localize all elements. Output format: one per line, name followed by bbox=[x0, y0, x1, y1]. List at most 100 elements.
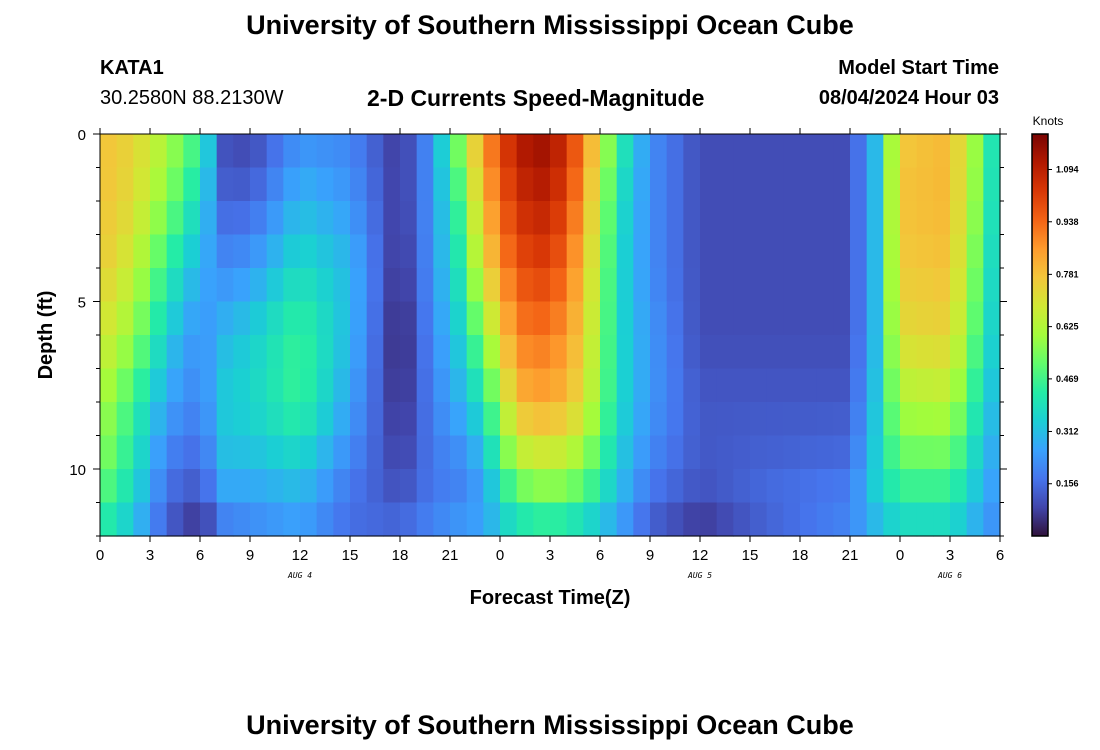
heatmap-cell bbox=[533, 502, 551, 537]
heatmap-cell bbox=[466, 201, 484, 236]
heatmap-cell bbox=[783, 502, 801, 537]
heatmap-cell bbox=[633, 134, 651, 169]
heatmap-cell bbox=[600, 134, 618, 169]
heatmap-cell bbox=[516, 201, 534, 236]
heatmap-cell bbox=[250, 167, 268, 202]
heatmap-cell bbox=[700, 234, 718, 269]
colorbar-label: 0.156 bbox=[1056, 479, 1079, 489]
x-tick-label: 21 bbox=[842, 547, 859, 564]
x-tick-label: 0 bbox=[496, 547, 504, 564]
heatmap-cell bbox=[650, 368, 668, 403]
station-id: KATA1 bbox=[100, 57, 164, 79]
heatmap-cell bbox=[766, 201, 784, 236]
heatmap-cell bbox=[833, 402, 851, 437]
model-start-label: Model Start Time bbox=[838, 57, 999, 79]
heatmap-cell bbox=[983, 268, 1001, 303]
heatmap-cell bbox=[250, 402, 268, 437]
heatmap-cell bbox=[450, 469, 468, 504]
heatmap-cell bbox=[133, 167, 151, 202]
heatmap-cell bbox=[616, 335, 634, 370]
heatmap-cell bbox=[600, 234, 618, 269]
heatmap-cell bbox=[800, 368, 818, 403]
heatmap-cell bbox=[583, 234, 601, 269]
heatmap-cell bbox=[450, 167, 468, 202]
heatmap-cell bbox=[333, 301, 351, 336]
heatmap-cell bbox=[150, 268, 168, 303]
heatmap-cell bbox=[533, 368, 551, 403]
heatmap-cell bbox=[983, 134, 1001, 169]
heatmap-cell bbox=[166, 502, 184, 537]
heatmap-cell bbox=[416, 368, 434, 403]
heatmap-cell bbox=[383, 234, 401, 269]
heatmap-cell bbox=[616, 502, 634, 537]
heatmap-cell bbox=[200, 301, 218, 336]
heatmap-cell bbox=[233, 167, 251, 202]
heatmap-cell bbox=[216, 335, 234, 370]
heatmap-cell bbox=[216, 301, 234, 336]
heatmap-cell bbox=[533, 134, 551, 169]
heatmap-cell bbox=[400, 368, 418, 403]
heatmap-cell bbox=[133, 301, 151, 336]
heatmap-cell bbox=[116, 268, 134, 303]
heatmap-cell bbox=[433, 469, 451, 504]
heatmap-cell bbox=[166, 435, 184, 470]
heatmap-cell bbox=[133, 268, 151, 303]
heatmap-cell bbox=[550, 502, 568, 537]
heatmap-cell bbox=[216, 402, 234, 437]
heatmap-cell bbox=[600, 502, 618, 537]
heatmap-cell bbox=[500, 301, 518, 336]
heatmap-cell bbox=[116, 201, 134, 236]
heatmap-cell bbox=[800, 335, 818, 370]
heatmap-cell bbox=[516, 502, 534, 537]
heatmap-cell bbox=[600, 335, 618, 370]
heatmap-cell bbox=[816, 234, 834, 269]
heatmap-cell bbox=[350, 268, 368, 303]
heatmap-cell bbox=[250, 368, 268, 403]
heatmap-cell bbox=[116, 134, 134, 169]
heatmap-cell bbox=[616, 435, 634, 470]
heatmap-cell bbox=[500, 268, 518, 303]
heatmap-cell bbox=[183, 234, 201, 269]
heatmap-cell bbox=[933, 134, 951, 169]
heatmap-cell bbox=[983, 469, 1001, 504]
x-tick-label: 21 bbox=[442, 547, 459, 564]
heatmap-cell bbox=[750, 335, 768, 370]
heatmap-cell bbox=[933, 368, 951, 403]
heatmap-cell bbox=[116, 234, 134, 269]
heatmap-cell bbox=[950, 435, 968, 470]
heatmap-cell bbox=[866, 435, 884, 470]
heatmap-cell bbox=[783, 201, 801, 236]
heatmap-cell bbox=[250, 201, 268, 236]
heatmap-cell bbox=[983, 435, 1001, 470]
heatmap-cell bbox=[866, 335, 884, 370]
heatmap-cell bbox=[283, 335, 301, 370]
heatmap-cell bbox=[800, 201, 818, 236]
heatmap-cell bbox=[733, 469, 751, 504]
heatmap-cell bbox=[950, 368, 968, 403]
heatmap-cell bbox=[133, 402, 151, 437]
heatmap-cell bbox=[350, 435, 368, 470]
heatmap-cell bbox=[366, 502, 384, 537]
heatmap-cell bbox=[416, 234, 434, 269]
heatmap-cell bbox=[883, 201, 901, 236]
heatmap-cell bbox=[583, 134, 601, 169]
heatmap-cell bbox=[116, 402, 134, 437]
x-tick-label: 6 bbox=[596, 547, 604, 564]
heatmap-cell bbox=[200, 502, 218, 537]
heatmap-cell bbox=[650, 134, 668, 169]
heatmap-cell bbox=[816, 201, 834, 236]
heatmap-cell bbox=[933, 201, 951, 236]
heatmap-cell bbox=[183, 469, 201, 504]
heatmap-cell bbox=[116, 301, 134, 336]
heatmap-cell bbox=[133, 502, 151, 537]
colorbar: 1.094 0.938 0.781 0.625 0.469 0.312 0.156 bbox=[1031, 133, 1079, 537]
heatmap-cell bbox=[450, 502, 468, 537]
heatmap-cell bbox=[950, 502, 968, 537]
heatmap-cell bbox=[283, 268, 301, 303]
heatmap-cell bbox=[250, 268, 268, 303]
heatmap-cell bbox=[166, 469, 184, 504]
y-tick-label: 10 bbox=[69, 462, 86, 479]
heatmap-cell bbox=[383, 335, 401, 370]
heatmap-cell bbox=[600, 469, 618, 504]
heatmap-cell bbox=[400, 502, 418, 537]
